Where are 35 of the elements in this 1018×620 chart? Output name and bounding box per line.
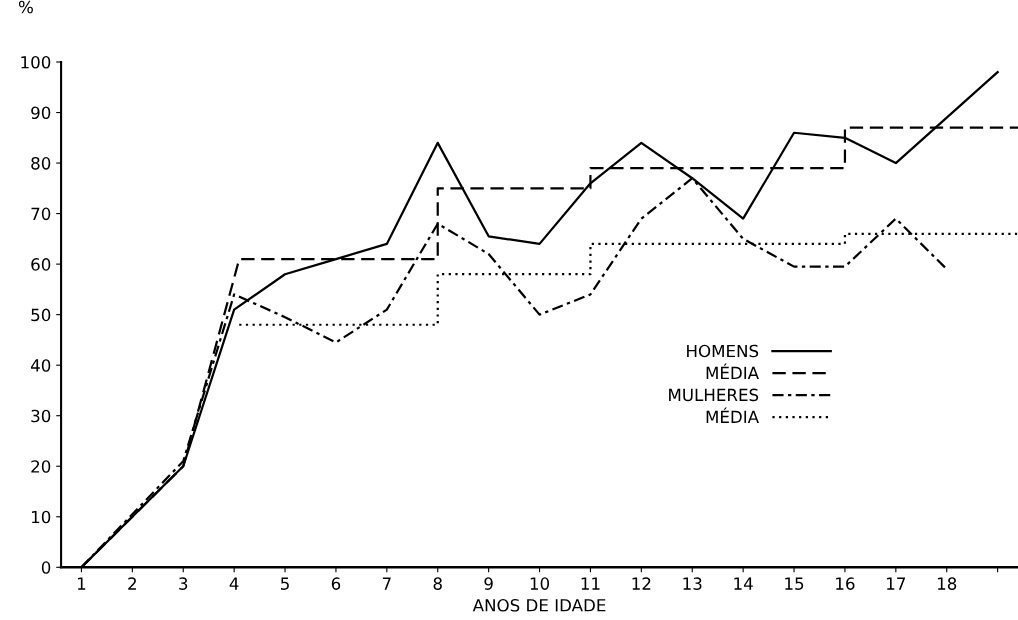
y-tick-label: 0 xyxy=(41,561,51,574)
y-tick-label: 80 xyxy=(31,157,51,170)
legend-label: MULHERES xyxy=(669,388,759,402)
x-tick-label: 16 xyxy=(836,577,855,590)
y-tick-label: 30 xyxy=(31,409,51,423)
y-tick-label: 90 xyxy=(31,106,51,120)
x-tick-label: 9 xyxy=(484,577,493,590)
x-tick-label: 14 xyxy=(734,577,753,590)
x-tick-label: 8 xyxy=(433,577,442,590)
x-tick-label: 15 xyxy=(785,577,804,590)
x-tick-label: 1 xyxy=(77,577,86,590)
legend-label: MÉDIA xyxy=(706,363,759,380)
y-tick-label: 60 xyxy=(31,258,51,271)
x-tick-label: 4 xyxy=(229,577,239,590)
x-axis-title: ANOS DE IDADE xyxy=(472,599,606,612)
x-tick-label: 7 xyxy=(382,577,391,590)
x-tick-label: 2 xyxy=(128,577,136,590)
y-tick-label: 40 xyxy=(30,359,51,372)
x-tick-label: 3 xyxy=(179,577,188,590)
x-tick-label: 6 xyxy=(331,577,341,590)
y-tick-label: 100 xyxy=(21,55,51,69)
x-tick-label: 13 xyxy=(683,577,702,590)
legend-label: MÉDIA xyxy=(706,407,759,423)
x-tick-label: 5 xyxy=(281,577,289,590)
y-tick-label: 20 xyxy=(31,460,51,473)
x-tick-label: 11 xyxy=(581,577,600,590)
y-axis-title: % xyxy=(18,0,33,14)
y-tick-label: 70 xyxy=(31,207,51,221)
y-tick-label: 10 xyxy=(31,510,51,524)
x-tick-label: 18 xyxy=(937,577,957,590)
x-tick-label: 12 xyxy=(632,577,651,590)
y-tick-label: 50 xyxy=(31,308,51,322)
legend-label: HOMENS xyxy=(687,344,759,358)
x-tick-label: 17 xyxy=(887,577,906,590)
x-tick-label: 10 xyxy=(530,577,550,590)
